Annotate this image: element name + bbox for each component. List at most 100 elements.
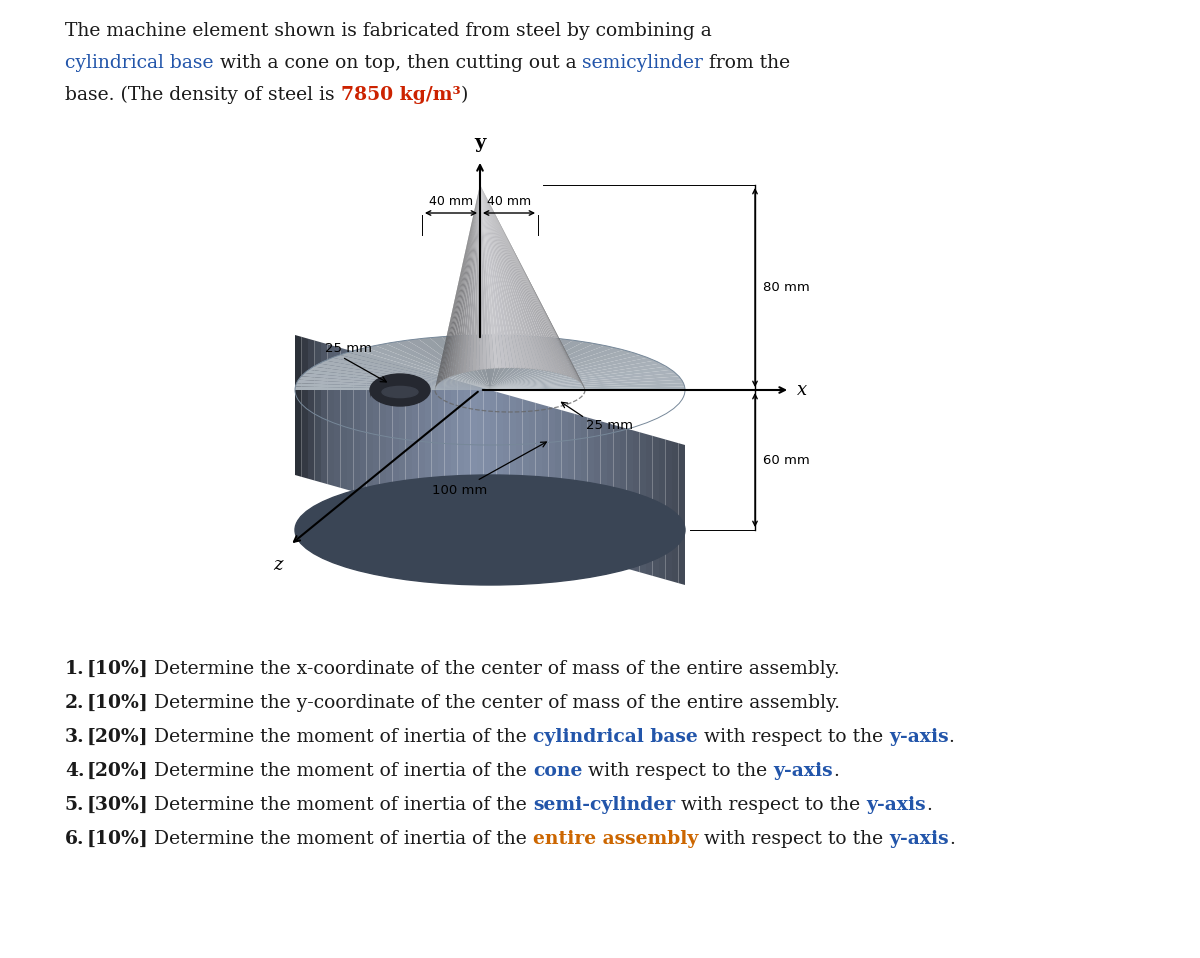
Polygon shape bbox=[490, 346, 614, 390]
Polygon shape bbox=[490, 383, 685, 390]
Text: .: . bbox=[948, 728, 954, 746]
Polygon shape bbox=[535, 402, 542, 545]
Text: with a cone on top, then cutting out a: with a cone on top, then cutting out a bbox=[214, 54, 582, 72]
Text: Determine the moment of inertia of the: Determine the moment of inertia of the bbox=[149, 830, 533, 848]
Polygon shape bbox=[480, 185, 578, 381]
Polygon shape bbox=[439, 185, 480, 383]
Polygon shape bbox=[490, 340, 584, 390]
Polygon shape bbox=[634, 430, 640, 572]
Polygon shape bbox=[480, 185, 563, 375]
Ellipse shape bbox=[382, 386, 418, 398]
Polygon shape bbox=[522, 399, 529, 541]
Polygon shape bbox=[480, 185, 506, 368]
Polygon shape bbox=[383, 376, 384, 385]
Text: 60 mm: 60 mm bbox=[763, 453, 810, 467]
Polygon shape bbox=[438, 376, 444, 517]
Text: 3.: 3. bbox=[65, 728, 85, 746]
Polygon shape bbox=[436, 185, 480, 387]
Text: cone: cone bbox=[533, 762, 582, 780]
Polygon shape bbox=[575, 414, 581, 556]
Text: 25 mm: 25 mm bbox=[586, 419, 634, 432]
Polygon shape bbox=[480, 185, 571, 377]
Polygon shape bbox=[480, 185, 547, 371]
Polygon shape bbox=[295, 386, 490, 390]
Polygon shape bbox=[490, 390, 497, 532]
Polygon shape bbox=[594, 420, 600, 561]
Polygon shape bbox=[480, 185, 554, 373]
Polygon shape bbox=[313, 363, 490, 390]
Polygon shape bbox=[480, 185, 580, 382]
Polygon shape bbox=[490, 379, 684, 390]
Polygon shape bbox=[490, 336, 539, 390]
Polygon shape bbox=[666, 440, 672, 582]
Text: 5.: 5. bbox=[65, 796, 84, 814]
Polygon shape bbox=[432, 374, 438, 515]
Polygon shape bbox=[354, 352, 360, 493]
Polygon shape bbox=[457, 185, 480, 375]
Polygon shape bbox=[455, 185, 480, 376]
Polygon shape bbox=[678, 444, 685, 585]
Polygon shape bbox=[490, 350, 632, 390]
Text: base. (The density of steel is: base. (The density of steel is bbox=[65, 86, 341, 104]
Polygon shape bbox=[480, 185, 533, 369]
Polygon shape bbox=[490, 339, 574, 390]
Polygon shape bbox=[490, 363, 666, 390]
Polygon shape bbox=[490, 376, 682, 390]
Polygon shape bbox=[296, 379, 490, 390]
Polygon shape bbox=[347, 350, 354, 491]
Polygon shape bbox=[379, 359, 386, 501]
Polygon shape bbox=[419, 370, 425, 512]
Polygon shape bbox=[451, 379, 457, 521]
Polygon shape bbox=[529, 401, 535, 543]
Polygon shape bbox=[480, 185, 502, 368]
Polygon shape bbox=[497, 392, 503, 534]
Text: ): ) bbox=[461, 86, 468, 104]
Polygon shape bbox=[385, 342, 490, 390]
Text: z: z bbox=[274, 556, 283, 574]
Polygon shape bbox=[469, 185, 480, 372]
Polygon shape bbox=[476, 185, 480, 371]
Polygon shape bbox=[295, 383, 490, 390]
Polygon shape bbox=[588, 418, 594, 559]
Text: y-axis: y-axis bbox=[866, 796, 926, 814]
Polygon shape bbox=[480, 185, 584, 389]
Polygon shape bbox=[480, 185, 544, 371]
Polygon shape bbox=[366, 355, 373, 497]
Polygon shape bbox=[626, 428, 634, 570]
Polygon shape bbox=[407, 339, 490, 390]
Polygon shape bbox=[484, 388, 490, 530]
Text: semicylinder: semicylinder bbox=[582, 54, 703, 72]
Polygon shape bbox=[301, 337, 308, 479]
Polygon shape bbox=[490, 335, 527, 390]
Text: 2.: 2. bbox=[65, 694, 84, 712]
Polygon shape bbox=[490, 386, 685, 390]
Polygon shape bbox=[640, 432, 646, 574]
Text: [10%]: [10%] bbox=[86, 694, 149, 712]
Polygon shape bbox=[607, 423, 613, 565]
Polygon shape bbox=[480, 185, 569, 376]
Polygon shape bbox=[328, 344, 334, 486]
Text: y-axis: y-axis bbox=[889, 830, 949, 848]
Polygon shape bbox=[510, 396, 516, 537]
Text: semi-cylinder: semi-cylinder bbox=[533, 796, 676, 814]
Polygon shape bbox=[340, 353, 490, 390]
Text: y: y bbox=[474, 134, 486, 152]
Polygon shape bbox=[480, 185, 514, 368]
Polygon shape bbox=[314, 340, 322, 482]
Polygon shape bbox=[372, 383, 373, 393]
Polygon shape bbox=[542, 404, 548, 546]
Polygon shape bbox=[490, 353, 641, 390]
Text: 40 mm: 40 mm bbox=[428, 195, 473, 208]
Polygon shape bbox=[412, 368, 419, 510]
Polygon shape bbox=[373, 357, 379, 499]
Polygon shape bbox=[480, 185, 586, 390]
Text: with respect to the: with respect to the bbox=[582, 762, 773, 780]
Polygon shape bbox=[480, 185, 583, 385]
Polygon shape bbox=[397, 374, 398, 382]
Text: .: . bbox=[926, 796, 931, 814]
Polygon shape bbox=[295, 335, 301, 477]
Polygon shape bbox=[490, 360, 661, 390]
Polygon shape bbox=[480, 185, 491, 369]
Polygon shape bbox=[620, 426, 626, 568]
Polygon shape bbox=[419, 337, 490, 390]
